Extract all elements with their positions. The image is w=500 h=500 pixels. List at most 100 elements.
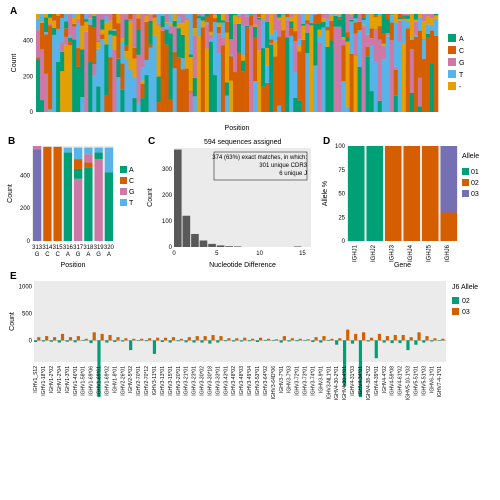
svg-text:0: 0 <box>342 239 346 245</box>
svg-text:IGHV3-7*01: IGHV3-7*01 <box>279 366 285 393</box>
svg-text:50: 50 <box>338 192 345 198</box>
svg-text:15: 15 <box>299 251 306 257</box>
svg-text:315: 315 <box>53 245 64 251</box>
svg-text:5: 5 <box>215 251 219 257</box>
svg-text:C: C <box>129 178 134 185</box>
svg-text:100: 100 <box>162 219 173 225</box>
svg-text:IGHV1-18*01: IGHV1-18*01 <box>41 366 47 396</box>
svg-text:IGHV4-30-2*01: IGHV4-30-2*01 <box>334 366 340 400</box>
svg-text:317: 317 <box>73 245 84 251</box>
svg-text:IGHV1-69*02: IGHV1-69*02 <box>104 366 110 396</box>
svg-text:400: 400 <box>20 173 31 179</box>
svg-text:313: 313 <box>32 245 43 251</box>
svg-text:01: 01 <box>471 169 479 176</box>
svg-text:A: A <box>107 252 111 258</box>
svg-text:Position: Position <box>61 262 86 269</box>
svg-text:300: 300 <box>162 167 173 173</box>
svg-text:IGHJ4: IGHJ4 <box>408 244 414 262</box>
svg-text:IGHV4-38-2*02: IGHV4-38-2*02 <box>366 366 372 400</box>
svg-text:IGHJ1: IGHJ1 <box>352 244 358 262</box>
svg-text:319: 319 <box>94 245 105 251</box>
svg-text:200: 200 <box>162 193 173 199</box>
svg-text:IGHV1-2*02: IGHV1-2*02 <box>49 366 55 393</box>
svg-text:IGHV5-51*01: IGHV5-51*01 <box>413 366 419 396</box>
svg-text:A: A <box>10 6 17 17</box>
svg-text:J6 Allele: J6 Allele <box>452 284 478 291</box>
svg-text:T: T <box>129 200 134 207</box>
svg-text:02: 02 <box>471 180 479 187</box>
svg-text:IGHV3-53*01: IGHV3-53*01 <box>255 366 261 396</box>
svg-text:IGHV3-11*01: IGHV3-11*01 <box>152 366 158 396</box>
svg-text:500: 500 <box>22 311 33 317</box>
svg-text:IGHV3-48*02: IGHV3-48*02 <box>231 366 237 396</box>
svg-text:IGHV3-72*01: IGHV3-72*01 <box>295 366 301 396</box>
svg-text:1000: 1000 <box>19 284 33 290</box>
svg-text:318: 318 <box>83 245 94 251</box>
svg-text:G: G <box>129 189 134 196</box>
svg-text:IGHV2-70*01: IGHV2-70*01 <box>136 366 142 396</box>
svg-text:301 unique CDR3: 301 unique CDR3 <box>259 163 307 169</box>
svg-text:IGHV3-64D*06: IGHV3-64D*06 <box>271 366 277 400</box>
svg-text:IGHV5-51*03: IGHV5-51*03 <box>421 366 427 396</box>
svg-text:0: 0 <box>30 110 34 116</box>
svg-text:75: 75 <box>338 168 345 174</box>
svg-text:IGHV4-61*02: IGHV4-61*02 <box>398 366 404 396</box>
svg-text:IGHV3-73*01: IGHV3-73*01 <box>303 366 309 396</box>
svg-text:200: 200 <box>20 206 31 212</box>
svg-text:A: A <box>66 252 70 258</box>
svg-text:IGHV3-30*02: IGHV3-30*02 <box>200 366 206 396</box>
svg-text:IGHV2-70*12: IGHV2-70*12 <box>144 366 150 396</box>
svg-text:Count: Count <box>147 188 154 207</box>
svg-text:G: G <box>459 60 464 67</box>
svg-text:IGHV4-4*02: IGHV4-4*02 <box>382 366 388 393</box>
svg-text:IGHV3-30*18: IGHV3-30*18 <box>207 366 213 396</box>
svg-text:02: 02 <box>462 298 470 305</box>
svg-text:B: B <box>8 136 15 147</box>
svg-text:IGHV6-1*01: IGHV6-1*01 <box>429 366 435 393</box>
svg-text:A: A <box>459 36 464 43</box>
svg-text:10: 10 <box>256 251 263 257</box>
svg-text:Position: Position <box>225 125 250 132</box>
svg-text:G: G <box>76 252 81 258</box>
svg-text:-: - <box>459 84 462 91</box>
svg-text:320: 320 <box>104 245 115 251</box>
svg-text:Count: Count <box>11 54 18 73</box>
svg-text:IGHV3-43*01: IGHV3-43*01 <box>223 366 229 396</box>
svg-text:IGHV1-8*01: IGHV1-8*01 <box>112 366 118 393</box>
svg-text:IGHV3-13*01: IGHV3-13*01 <box>160 366 166 396</box>
svg-text:IGHV5-10-1*03: IGHV5-10-1*03 <box>406 366 412 400</box>
svg-text:C: C <box>459 48 464 55</box>
svg-text:IGHV4-39*01: IGHV4-39*01 <box>374 366 380 396</box>
svg-text:G: G <box>96 252 101 258</box>
svg-text:IGHV3-49*04: IGHV3-49*04 <box>247 366 253 396</box>
svg-text:IGHV3-NL1*01: IGHV3-NL1*01 <box>326 366 332 400</box>
svg-text:0: 0 <box>172 251 176 257</box>
svg-text:0: 0 <box>29 338 33 344</box>
svg-text:IGHV3-23*01: IGHV3-23*01 <box>192 366 198 396</box>
svg-text:Count: Count <box>9 312 16 331</box>
svg-text:400: 400 <box>23 39 34 45</box>
svg-text:200: 200 <box>23 74 34 80</box>
svg-text:IGHV3-20*01: IGHV3-20*01 <box>176 366 182 396</box>
svg-text:594 sequences assigned: 594 sequences assigned <box>204 139 282 146</box>
svg-text:03: 03 <box>462 309 470 316</box>
svg-text:IGHV2-5*02: IGHV2-5*02 <box>128 366 134 393</box>
svg-text:G: G <box>35 252 40 258</box>
svg-text:316: 316 <box>63 245 74 251</box>
svg-text:IGHJ5: IGHJ5 <box>426 244 432 262</box>
svg-text:C: C <box>45 252 50 258</box>
svg-text:IGHV3-48*03: IGHV3-48*03 <box>239 366 245 396</box>
svg-text:C: C <box>148 136 155 147</box>
svg-text:Count: Count <box>7 184 14 203</box>
svg-text:IGHV1-58*01: IGHV1-58*01 <box>81 366 87 396</box>
svg-text:C: C <box>55 252 60 258</box>
svg-text:25: 25 <box>338 215 345 221</box>
svg-text:100: 100 <box>335 144 346 150</box>
svg-text:Nucleotide Difference: Nucleotide Difference <box>209 262 276 269</box>
svg-text:IGHV1-3*01: IGHV1-3*01 <box>65 366 71 393</box>
svg-text:IGHV3-33*01: IGHV3-33*01 <box>215 366 221 396</box>
svg-text:IGHV1-46*01: IGHV1-46*01 <box>73 366 79 396</box>
svg-text:IGHV1-69*01: IGHV1-69*01 <box>97 366 103 396</box>
svg-text:IGHV3-15*01: IGHV3-15*01 <box>168 366 174 396</box>
svg-text:IGHV3-9*01: IGHV3-9*01 <box>318 366 324 393</box>
